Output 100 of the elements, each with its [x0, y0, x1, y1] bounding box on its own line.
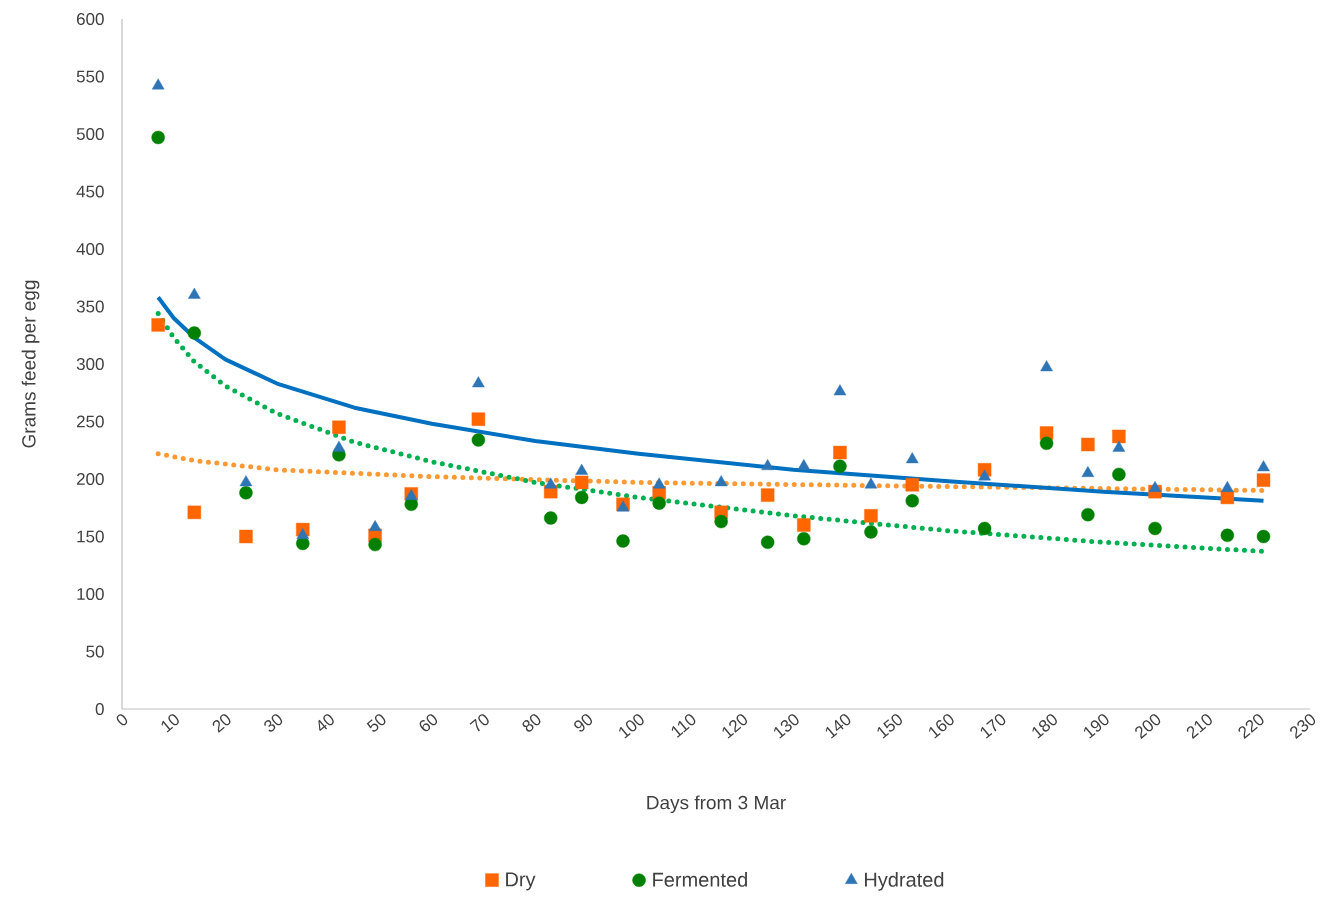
x-tick-label: 110 [671, 714, 696, 738]
point [472, 376, 485, 388]
point [760, 535, 775, 549]
line-series [156, 295, 1266, 503]
x-axis-title: Days from 3 Mar [647, 795, 786, 814]
x-tick-label: 160 [929, 714, 954, 739]
point [1221, 481, 1234, 492]
y-tick-label: 300 [76, 357, 104, 371]
point [616, 534, 630, 548]
point [151, 78, 165, 90]
point [864, 477, 878, 489]
x-tick-label: 60 [419, 714, 438, 732]
legend-label: Dry [506, 872, 536, 891]
point [714, 475, 728, 487]
y-tick-label: 200 [76, 472, 104, 486]
y-tick-label: 500 [76, 127, 104, 141]
y-tick-label: 550 [76, 70, 104, 83]
x-tick-label: 140 [825, 714, 851, 739]
point [544, 511, 558, 525]
x-tick-label: 20 [212, 714, 231, 733]
point [906, 452, 919, 464]
x-tick-label: 40 [318, 714, 334, 732]
point [1112, 429, 1126, 444]
point [797, 459, 811, 471]
point [833, 445, 847, 460]
y-tick-label: 150 [77, 530, 104, 543]
point [1081, 466, 1095, 477]
point [797, 518, 811, 532]
y-tick-label: 100 [77, 587, 104, 601]
y-tick-label: 450 [76, 185, 104, 198]
point [368, 537, 382, 552]
point [1220, 528, 1235, 543]
point [864, 525, 878, 539]
x-tick-label: 210 [1186, 714, 1212, 739]
y-tick-label: 600 [76, 12, 104, 26]
x-tick-label: 80 [522, 714, 541, 732]
point [833, 384, 847, 396]
point [188, 287, 201, 299]
x-tick-label: 10 [161, 714, 179, 733]
point [575, 490, 589, 505]
x-tick-label: 120 [722, 714, 747, 739]
x-tick-label: 70 [469, 714, 489, 732]
point [332, 440, 346, 452]
x-tick-label: 90 [574, 714, 593, 732]
point [332, 420, 346, 434]
point [239, 475, 253, 487]
x-tick-label: 0 [116, 714, 128, 726]
point [905, 494, 919, 508]
point [1081, 437, 1095, 452]
y-tick-label: 250 [76, 415, 104, 428]
point [1112, 440, 1126, 452]
point [1148, 481, 1162, 492]
point [239, 486, 253, 500]
y-tick-label: 350 [76, 300, 104, 313]
x-tick-label: 130 [774, 714, 799, 739]
point [1256, 529, 1271, 544]
point [187, 326, 202, 340]
point [977, 521, 992, 536]
point [1112, 467, 1126, 482]
x-tick-label: 220 [1238, 714, 1264, 739]
x-tick-label: 100 [619, 714, 644, 739]
point [833, 459, 847, 474]
point [905, 478, 919, 492]
y-axis-title: Grams feed per egg [21, 280, 40, 448]
point [1148, 521, 1162, 536]
point [1257, 460, 1270, 472]
x-tick-label: 30 [264, 714, 283, 732]
point [1039, 436, 1054, 451]
point [187, 505, 202, 520]
point [652, 477, 666, 489]
x-tick-label: 150 [877, 714, 902, 739]
x-tick-label: 180 [1032, 714, 1057, 739]
point [978, 469, 991, 481]
point [471, 412, 486, 426]
point [714, 514, 728, 529]
point [1081, 507, 1095, 522]
point [151, 318, 165, 332]
point [575, 475, 589, 490]
x-tick-label: 190 [1083, 714, 1109, 739]
point [239, 529, 253, 544]
point [864, 509, 878, 523]
point [760, 488, 775, 502]
point [471, 433, 486, 447]
point [652, 496, 666, 510]
legend-label: Hydrated [865, 872, 944, 891]
point [761, 459, 774, 471]
point [151, 130, 165, 145]
legend-label: Fermented [653, 872, 747, 887]
point [1040, 360, 1053, 372]
point [544, 477, 557, 489]
point [296, 528, 310, 540]
y-tick-label: 50 [86, 645, 104, 658]
point [1256, 473, 1271, 487]
point [797, 532, 811, 546]
y-tick-label: 400 [76, 242, 104, 256]
y-tick-label: 0 [95, 702, 104, 716]
point [1220, 490, 1235, 505]
point [368, 520, 382, 531]
point [575, 463, 588, 475]
x-tick-label: 50 [366, 714, 386, 732]
